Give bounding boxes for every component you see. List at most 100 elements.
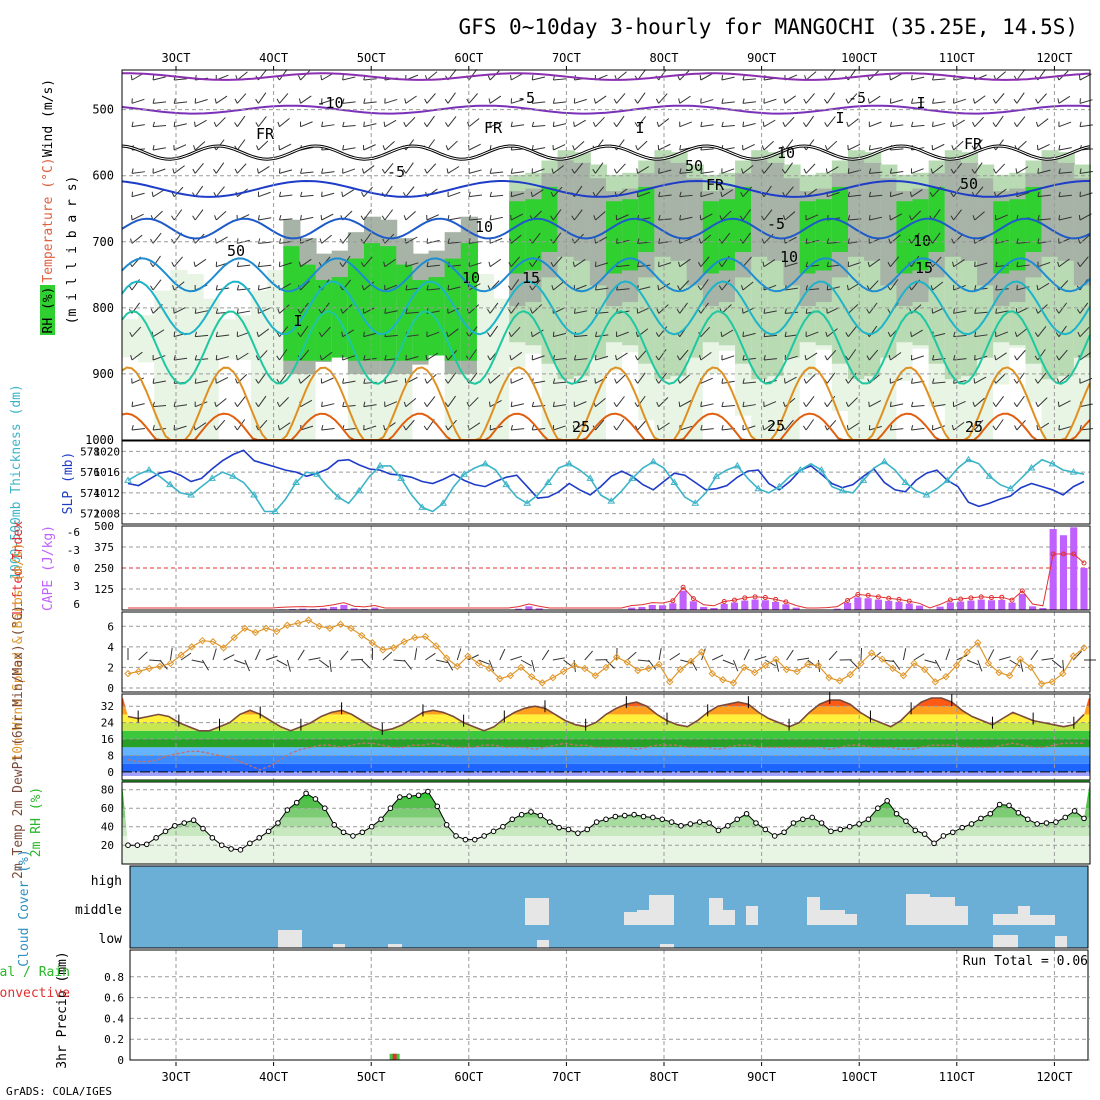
wind-barb-flag	[721, 378, 724, 384]
wind-barb	[995, 352, 1007, 361]
wind-barb	[1037, 261, 1051, 268]
wind-barb	[1058, 237, 1072, 244]
wind-barb-flag	[910, 74, 913, 81]
lifted-marker	[875, 594, 881, 600]
wind-barb	[300, 349, 310, 361]
lifted-marker	[947, 597, 953, 603]
wind-barb-flag	[361, 285, 365, 291]
wind-barb-flag	[594, 378, 596, 384]
wind-barb-flag	[1035, 308, 1039, 314]
wind-barb-flag	[845, 401, 849, 407]
wind-barb-flag	[781, 168, 786, 174]
wind-barb-flag	[995, 238, 998, 244]
wind-barb-flag	[234, 378, 238, 384]
wind-barb	[763, 401, 777, 408]
wind-barb	[384, 119, 397, 128]
wind10-marker	[697, 648, 706, 656]
wind10-barb	[626, 651, 637, 661]
wind10-marker	[761, 661, 770, 670]
lifted-marker	[1050, 551, 1056, 557]
rh2m-marker	[809, 814, 815, 821]
wind-barb-flag	[825, 168, 828, 174]
lifted-marker	[1071, 551, 1077, 557]
wind-barb-flag	[783, 378, 786, 384]
wind-barb	[595, 162, 604, 174]
thickness-tick: 578	[80, 445, 100, 458]
rh2m-marker	[518, 811, 525, 818]
wind-barb	[490, 194, 504, 198]
wind-barb	[995, 71, 1006, 81]
wind-barb	[363, 256, 373, 267]
top-x-tick-label: 6OCT	[454, 51, 483, 65]
wind-barb-flag	[130, 74, 133, 81]
wind-barb	[679, 349, 689, 361]
wind10-barb	[138, 651, 148, 661]
lifted-tick: 3	[73, 580, 80, 593]
wind-barb-flag	[297, 308, 301, 314]
wind-barb-flag	[255, 425, 259, 431]
rh-dry-dome	[1025, 402, 1043, 440]
wind10-barb	[754, 656, 767, 661]
wind-barb	[258, 264, 272, 268]
wind-barb-flag	[276, 355, 280, 361]
wind10-barb	[977, 659, 983, 672]
thickness-marker	[1048, 459, 1057, 467]
wind-barb	[826, 69, 836, 81]
wind-barb	[194, 185, 204, 197]
wind-barb	[637, 349, 647, 361]
wind-barb	[826, 116, 836, 127]
wind-barb	[153, 428, 167, 431]
wind-barb-flag	[971, 145, 976, 151]
wind-barb	[195, 334, 209, 338]
wind-tick: 0	[107, 682, 114, 695]
wind-barb	[974, 376, 987, 384]
wind-barb	[342, 329, 354, 338]
wind-barb	[258, 166, 270, 174]
wind-barb	[890, 73, 903, 81]
wind-barb	[553, 78, 567, 81]
wind-barb-flag	[404, 238, 407, 244]
wind-barb	[805, 373, 816, 384]
wind-barb	[932, 332, 946, 338]
wind-barb-flag	[300, 168, 303, 174]
cloud-layer-label: high	[91, 874, 122, 889]
wind-barb-flag	[699, 214, 702, 221]
wind10-barb	[637, 659, 650, 662]
wind10-barb	[786, 649, 794, 661]
wind-barb-flag	[720, 191, 723, 197]
wind-barb	[721, 329, 734, 338]
wind-barb-flag	[423, 425, 428, 431]
wind-barb-flag	[740, 191, 744, 197]
wind-barb	[784, 162, 793, 174]
wind-barb	[742, 186, 752, 198]
wind-barb-flag	[318, 331, 323, 337]
cloud-block	[906, 894, 930, 925]
wind-barb	[553, 144, 566, 151]
wind-barb	[826, 166, 839, 174]
wind-barb-flag	[487, 378, 491, 384]
wind10-barb	[180, 652, 192, 661]
wind-barb	[511, 124, 525, 128]
wind-barb-flag	[573, 121, 575, 127]
wind10-marker	[804, 660, 812, 669]
wind10-barb	[1041, 657, 1054, 661]
wind10-barb	[552, 657, 565, 661]
wind-barb	[595, 262, 609, 268]
wind10-marker	[920, 665, 929, 674]
wind-barb-flag	[803, 378, 807, 384]
wind-barb	[279, 326, 289, 337]
wind-barb-flag	[845, 98, 849, 104]
wind-barb	[953, 310, 967, 314]
wind-barb-flag	[1055, 308, 1060, 314]
wind-barb-flag	[341, 331, 344, 337]
wind-barb	[974, 186, 984, 197]
wind10-marker	[506, 671, 515, 680]
cloud-block	[278, 930, 302, 948]
lifted-marker	[865, 592, 871, 598]
wind-barb-flag	[993, 168, 997, 174]
wind-barb	[1016, 166, 1029, 174]
wind-barb-flag	[1078, 74, 1081, 81]
wind-barb	[974, 311, 988, 314]
lifted-index-label: Lifted Index	[11, 521, 26, 615]
wind10-marker	[368, 639, 377, 647]
